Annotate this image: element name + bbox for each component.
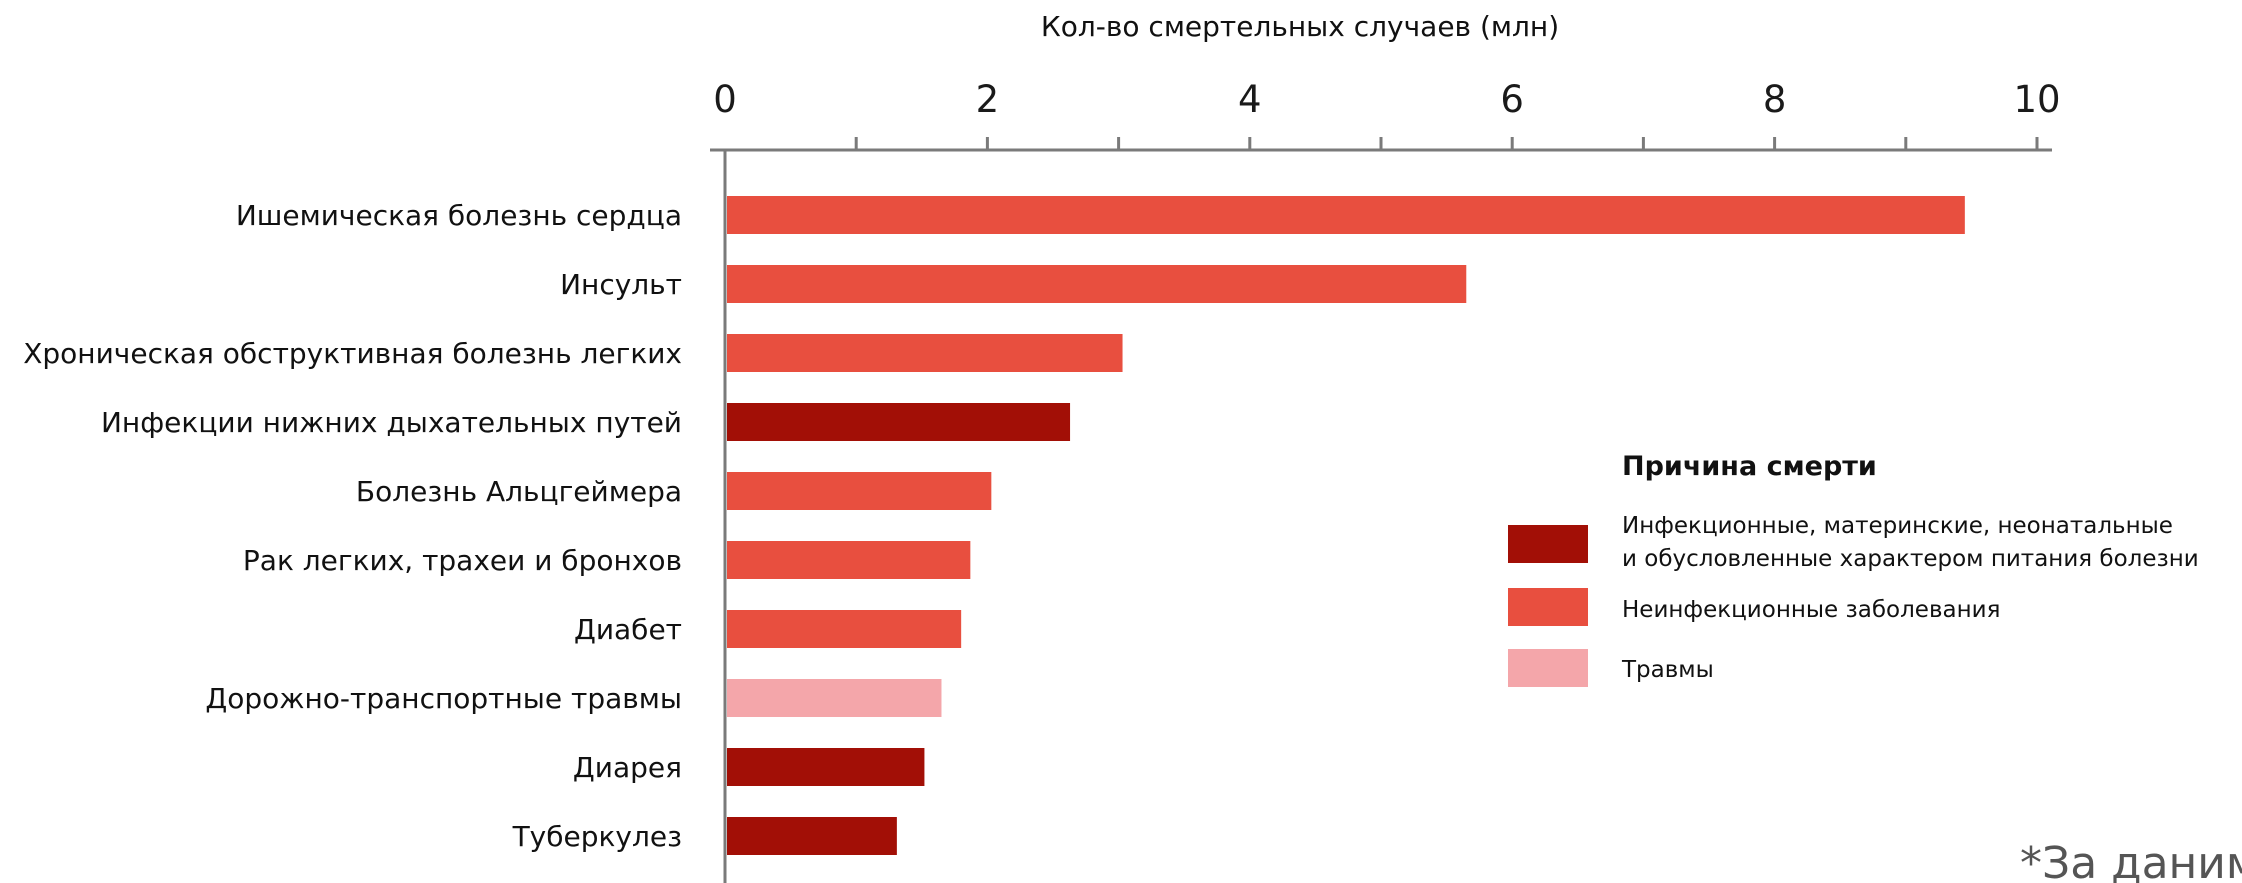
legend-swatch-infectious bbox=[1508, 525, 1588, 563]
legend: Причина смерти Инфекционные, материнские… bbox=[1508, 451, 2199, 687]
bar-6 bbox=[727, 541, 971, 579]
bar-8 bbox=[727, 679, 942, 717]
bar-10 bbox=[727, 817, 897, 855]
bar-3 bbox=[727, 334, 1123, 372]
legend-title: Причина смерти bbox=[1622, 451, 1877, 482]
category-label: Туберкулез bbox=[512, 820, 682, 853]
category-label: Ишемическая болезнь сердца bbox=[236, 199, 682, 232]
x-tick-label: 10 bbox=[2013, 78, 2060, 121]
legend-swatch-injuries bbox=[1508, 649, 1588, 687]
bar-1 bbox=[727, 196, 1965, 234]
footnote: *За даним bbox=[2020, 838, 2242, 883]
category-label: Диарея bbox=[573, 751, 682, 784]
bar-5 bbox=[727, 472, 992, 510]
x-tick-label: 0 bbox=[713, 78, 737, 121]
category-label: Болезнь Альцгеймера bbox=[356, 475, 682, 508]
legend-label-infectious-line2: и обусловленные характером питания болез… bbox=[1622, 546, 2199, 572]
category-label: Инфекции нижних дыхательных путей bbox=[101, 406, 682, 439]
legend-label-noninfectious: Неинфекционные заболевания bbox=[1622, 597, 2000, 623]
x-tick-label: 2 bbox=[976, 78, 1000, 121]
bar-7 bbox=[727, 610, 962, 648]
category-label: Дорожно-транспортные травмы bbox=[205, 682, 682, 715]
x-axis-title: Кол-во смертельных случаев (млн) bbox=[1041, 10, 1559, 43]
category-label: Хроническая обструктивная болезнь легких bbox=[23, 337, 682, 370]
category-label: Рак легких, трахеи и бронхов bbox=[243, 544, 682, 577]
legend-swatch-noninfectious bbox=[1508, 588, 1588, 626]
x-tick-label: 6 bbox=[1500, 78, 1524, 121]
bar-9 bbox=[727, 748, 925, 786]
bar-4 bbox=[727, 403, 1071, 441]
category-label: Инсульт bbox=[560, 268, 682, 301]
legend-label-injuries: Травмы bbox=[1621, 657, 1714, 683]
category-labels: Ишемическая болезнь сердца Инсульт Хрониче… bbox=[23, 199, 682, 853]
bar-2 bbox=[727, 265, 1467, 303]
x-tick-label: 8 bbox=[1763, 78, 1787, 121]
category-label: Диабет bbox=[574, 613, 682, 646]
bars bbox=[727, 196, 1965, 855]
legend-label-infectious-line1: Инфекционные, материнские, неонатальные bbox=[1622, 513, 2173, 539]
x-axis-ticks: 0 2 4 6 8 10 bbox=[713, 78, 2061, 150]
x-tick-label: 4 bbox=[1238, 78, 1262, 121]
